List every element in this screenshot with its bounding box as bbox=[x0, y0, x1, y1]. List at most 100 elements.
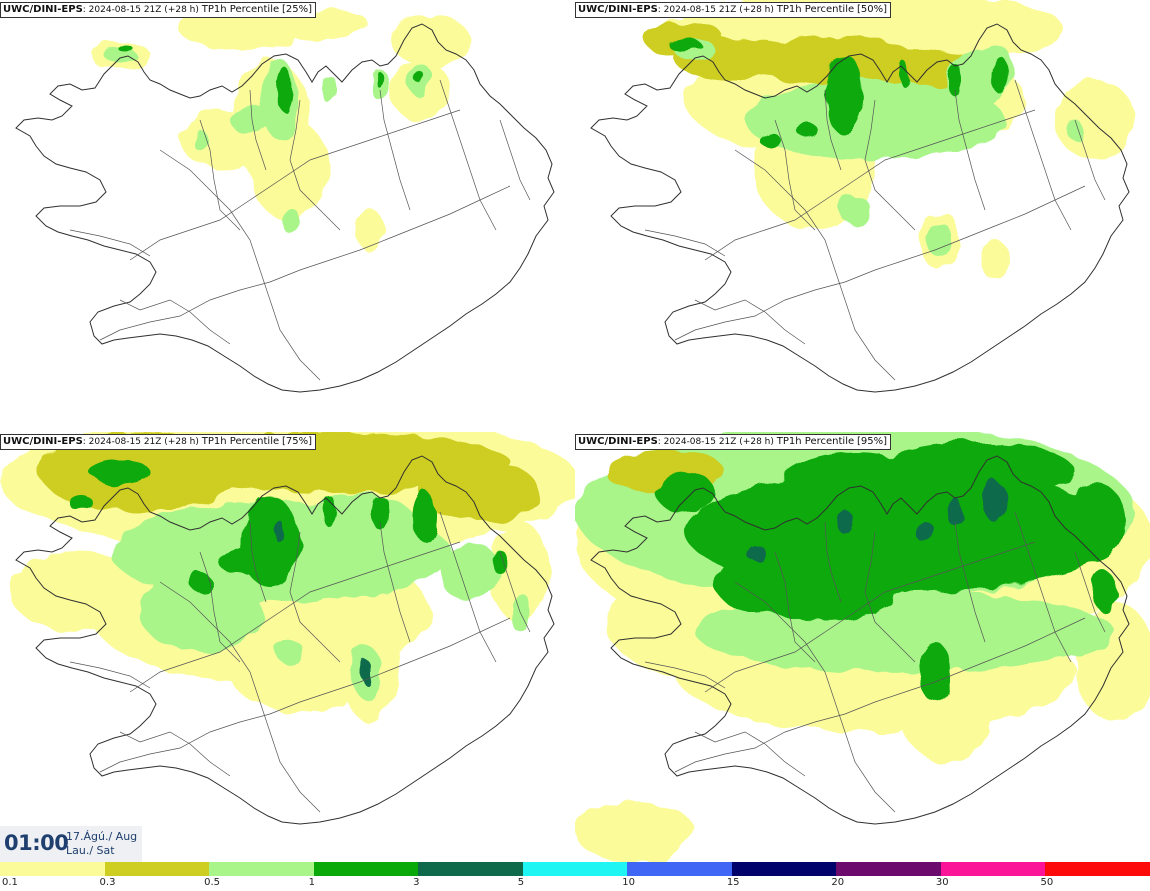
product-name: TP1h Percentile bbox=[201, 4, 280, 15]
panel-title: UWC/DINI-EPS: 2024-08-15 21Z (+28 h) TP1… bbox=[0, 434, 317, 450]
iceland-coastline bbox=[590, 455, 1130, 825]
legend-tick-label: 30 bbox=[935, 877, 949, 888]
legend-swatch bbox=[0, 862, 106, 876]
map-panel-3: UWC/DINI-EPS: 2024-08-15 21Z (+28 h) TP1… bbox=[0, 432, 575, 862]
road-line bbox=[1074, 119, 1106, 201]
legend-tick-label: 20 bbox=[831, 877, 845, 888]
legend-swatch bbox=[1045, 862, 1150, 876]
precip-area bbox=[322, 76, 338, 104]
legend-tick-label: 0.1 bbox=[2, 877, 18, 888]
road-line bbox=[954, 89, 986, 211]
precip-area bbox=[797, 122, 817, 138]
precip-area bbox=[655, 472, 715, 512]
legend-swatch bbox=[940, 862, 1046, 876]
precip-area bbox=[915, 522, 935, 542]
road-line bbox=[99, 185, 511, 341]
precip-map bbox=[0, 432, 575, 825]
precip-field bbox=[0, 432, 575, 722]
percentile-label: [50%] bbox=[857, 4, 888, 15]
model-name: UWC/DINI-EPS bbox=[578, 4, 658, 15]
road-line bbox=[734, 581, 896, 813]
model-name: UWC/DINI-EPS bbox=[578, 436, 658, 447]
road-line bbox=[119, 299, 231, 345]
percentile-label: [25%] bbox=[282, 4, 313, 15]
legend-tick-label: 0.3 bbox=[99, 877, 116, 888]
precip-area bbox=[413, 492, 437, 542]
road-line bbox=[379, 521, 411, 643]
precip-area bbox=[250, 120, 330, 220]
road-line bbox=[499, 119, 531, 201]
road-line bbox=[439, 79, 497, 231]
precip-area bbox=[990, 57, 1010, 93]
product-name: TP1h Percentile bbox=[776, 4, 855, 15]
precip-field bbox=[575, 432, 1150, 862]
color-legend: 0.1 0.3 0.5 1 3 5 10 15 20 30 50 bbox=[0, 862, 1150, 891]
precip-area bbox=[390, 15, 470, 65]
valid-date-month: 17.Ágú./ Aug bbox=[66, 830, 138, 843]
road-line bbox=[774, 551, 816, 663]
precip-area bbox=[274, 522, 286, 542]
precip-area bbox=[372, 494, 388, 530]
road-line bbox=[674, 185, 1086, 341]
legend-tick-label: 15 bbox=[726, 877, 740, 888]
road-line bbox=[674, 617, 1086, 773]
road-line bbox=[199, 551, 241, 663]
precip-area bbox=[745, 80, 1005, 160]
road-line bbox=[704, 109, 1036, 261]
road-line bbox=[439, 511, 497, 663]
road-line bbox=[289, 99, 341, 231]
precip-area bbox=[118, 44, 132, 52]
run-info: : 2024-08-15 21Z (+28 h) bbox=[82, 437, 199, 447]
road-line bbox=[499, 551, 531, 633]
precip-field bbox=[645, 0, 1135, 280]
legend-swatch bbox=[313, 862, 419, 876]
valid-date: 17.Ágú./ Aug Lau./ Sat bbox=[66, 830, 137, 858]
valid-time-box: 01:00 17.Ágú./ Aug Lau./ Sat bbox=[0, 826, 142, 862]
precip-area bbox=[276, 640, 304, 664]
precip-map bbox=[590, 0, 1135, 393]
road-line bbox=[1074, 551, 1106, 633]
road-line bbox=[824, 89, 842, 171]
precip-area bbox=[1093, 572, 1117, 612]
road-line bbox=[864, 531, 916, 663]
precip-map bbox=[15, 10, 555, 393]
road-line bbox=[704, 541, 1036, 693]
precip-area bbox=[875, 442, 1075, 502]
road-line bbox=[694, 299, 806, 345]
road-line bbox=[129, 109, 461, 261]
precip-area bbox=[192, 130, 208, 150]
precip-area bbox=[490, 552, 510, 572]
product-name: TP1h Percentile bbox=[201, 436, 280, 447]
road-line bbox=[249, 521, 267, 603]
road-line bbox=[824, 521, 842, 603]
road-network bbox=[69, 79, 531, 381]
precip-area bbox=[669, 37, 701, 53]
road-line bbox=[864, 99, 916, 231]
legend-swatch bbox=[209, 862, 315, 876]
road-line bbox=[1014, 511, 1072, 663]
precip-area bbox=[420, 462, 540, 522]
road-line bbox=[199, 119, 241, 231]
model-name: UWC/DINI-EPS bbox=[3, 4, 83, 15]
precip-area bbox=[358, 208, 382, 252]
run-info: : 2024-08-15 21Z (+28 h) bbox=[657, 5, 774, 15]
valid-time: 01:00 bbox=[4, 831, 69, 855]
precip-area bbox=[839, 196, 871, 224]
road-line bbox=[734, 149, 896, 381]
panel-title: UWC/DINI-EPS: 2024-08-15 21Z (+28 h) TP1… bbox=[575, 434, 892, 450]
run-info: : 2024-08-15 21Z (+28 h) bbox=[657, 437, 774, 447]
legend-swatch bbox=[627, 862, 733, 876]
legend-tick-label: 5 bbox=[517, 877, 525, 888]
road-line bbox=[774, 119, 816, 231]
legend-tick-label: 3 bbox=[413, 877, 420, 888]
precip-area bbox=[376, 72, 384, 88]
legend-swatch bbox=[418, 862, 524, 876]
road-line bbox=[1014, 79, 1072, 231]
precip-area bbox=[416, 71, 424, 85]
road-line bbox=[249, 89, 267, 171]
precip-area bbox=[220, 548, 260, 576]
run-info: : 2024-08-15 21Z (+28 h) bbox=[82, 5, 199, 15]
legend-tick-label: 1 bbox=[308, 877, 315, 888]
road-network bbox=[69, 511, 531, 813]
legend-tick-label: 0.5 bbox=[204, 877, 220, 888]
